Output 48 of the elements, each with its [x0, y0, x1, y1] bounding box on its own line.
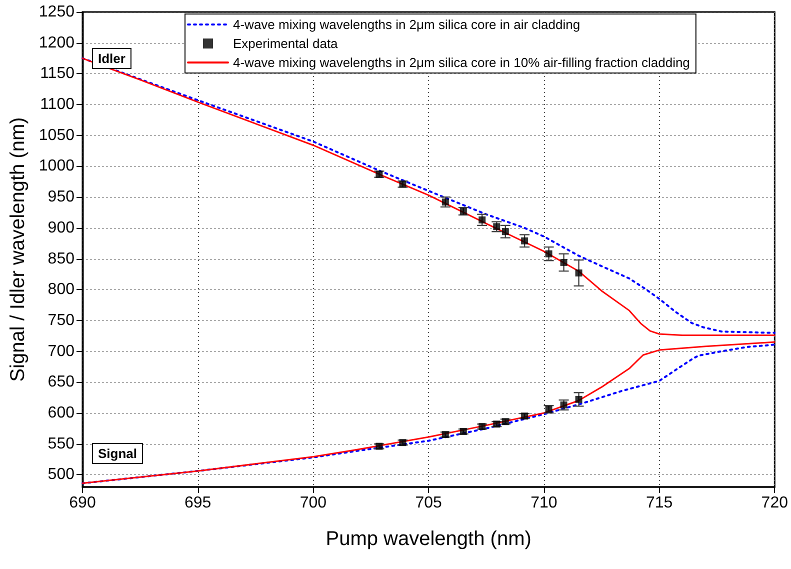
point — [399, 180, 406, 188]
y-tick-label: 1250 — [38, 4, 75, 20]
y-tick-label: 950 — [48, 188, 75, 206]
point — [442, 431, 449, 438]
point — [376, 442, 383, 450]
y-tick-label: 500 — [48, 466, 75, 484]
y-tick-label: 1000 — [38, 158, 75, 175]
point — [460, 428, 467, 435]
point — [575, 269, 582, 276]
y-tick-label: 1050 — [38, 126, 75, 144]
annotation: Idler — [98, 51, 126, 66]
point — [399, 439, 406, 446]
legend-label: Experimental data — [233, 36, 339, 51]
point — [521, 237, 528, 244]
legend-label: 4-wave mixing wavelengths in 2μm silica core in 10% air-filling fraction cladding — [233, 55, 690, 70]
x-tick-label: 720 — [761, 494, 788, 512]
point — [560, 258, 568, 266]
x-tick-label: 705 — [415, 494, 442, 512]
point — [575, 396, 582, 403]
y-tick-label: 1200 — [38, 34, 75, 52]
y-tick-label: 700 — [48, 342, 75, 360]
y-tick-label: 650 — [48, 374, 75, 391]
x-tick-label: 690 — [69, 494, 96, 512]
y-tick-label: 550 — [48, 435, 75, 452]
point — [478, 216, 486, 224]
y-tick-label: 800 — [48, 281, 75, 298]
y-tick-label: 850 — [48, 250, 75, 268]
point — [460, 208, 467, 215]
x-tick-label: 710 — [530, 494, 558, 512]
x-axis-title: Pump wavelength (nm) — [326, 528, 532, 550]
y-axis-title: Signal / Idler wavelength (nm) — [7, 117, 29, 382]
legend-label: 4-wave mixing wavelengths in 2μm silica core in air cladding — [233, 17, 580, 32]
point — [478, 423, 486, 430]
y-tick-label: 1150 — [40, 65, 75, 82]
y-tick-label: 600 — [48, 404, 75, 422]
annotation: Signal — [98, 446, 138, 461]
y-tick-label: 1100 — [40, 96, 75, 114]
point — [502, 228, 509, 236]
point — [376, 170, 383, 178]
point — [442, 198, 449, 206]
x-tick-label: 695 — [184, 494, 212, 512]
y-tick-label: 750 — [48, 312, 75, 329]
point — [545, 406, 552, 413]
x-tick-label: 700 — [300, 494, 327, 512]
x-tick-label: 715 — [646, 494, 673, 512]
y-tick-label: 900 — [48, 219, 75, 236]
point — [545, 250, 552, 258]
point — [521, 412, 528, 420]
